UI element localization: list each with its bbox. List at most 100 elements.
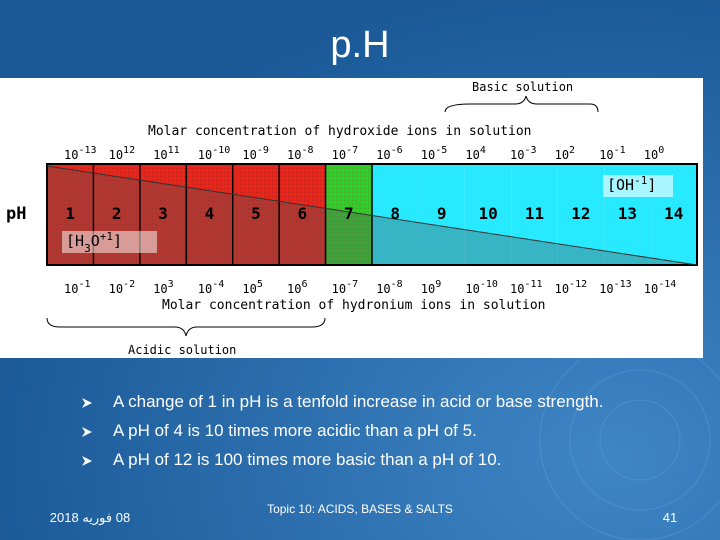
ph-value: 7: [344, 204, 354, 223]
power-base: 10: [153, 148, 167, 162]
ph-cell: [464, 164, 512, 265]
hydronium-power: 10-2: [109, 279, 136, 296]
power-exponent: 2: [569, 145, 575, 156]
power-base: 10: [510, 148, 524, 162]
hydronium-power: 106: [287, 279, 307, 296]
power-base: 10: [555, 282, 569, 296]
ph-value: 5: [251, 204, 261, 223]
hydronium-label: [H3O+1]: [66, 230, 122, 255]
ph-value: 12: [571, 204, 590, 223]
power-base: 10: [287, 148, 301, 162]
ph-value: 1: [65, 204, 75, 223]
power-base: 10: [242, 282, 256, 296]
ph-cell: [557, 164, 605, 265]
ph-value: 6: [298, 204, 308, 223]
power-exponent: -6: [391, 145, 403, 156]
hydronium-power: 10-4: [198, 279, 225, 296]
hydronium-label-box: [62, 231, 157, 253]
ion-part: [H: [66, 232, 84, 250]
ph-value: 3: [158, 204, 168, 223]
ph-value: 10: [478, 204, 497, 223]
hydroxide-power: 10-5: [421, 145, 448, 162]
bar-outline: [46, 163, 698, 266]
cell-texture: [232, 164, 280, 265]
bullet-text: A pH of 4 is 10 times more acidic than a…: [113, 421, 477, 440]
power-exponent: -9: [257, 145, 269, 156]
hydronium-power: 10-10: [465, 279, 498, 296]
power-exponent: -8: [301, 145, 313, 156]
hydroxide-power: 10-8: [287, 145, 314, 162]
power-exponent: -10: [480, 279, 498, 290]
ion-part: O: [91, 232, 100, 250]
ph-value: 4: [205, 204, 215, 223]
power-base: 10: [644, 148, 658, 162]
bullet-marker: [82, 427, 92, 437]
power-exponent: -13: [78, 145, 96, 156]
hydroxide-power: 10-3: [510, 145, 537, 162]
hydroxide-power: 10-6: [376, 145, 403, 162]
ph-value: 2: [112, 204, 122, 223]
hydroxide-power: 10-7: [332, 145, 359, 162]
ion-part: +1: [100, 230, 113, 243]
power-exponent: -11: [524, 279, 542, 290]
ph-label: pH: [6, 204, 26, 224]
power-exponent: -5: [435, 145, 447, 156]
basic-label: Basic solution: [472, 80, 573, 94]
hydroxide-power: 10-9: [242, 145, 269, 162]
footer-page: 41: [663, 510, 677, 525]
power-base: 10: [465, 148, 479, 162]
power-base: 10: [599, 148, 613, 162]
power-exponent: -7: [346, 279, 358, 290]
footer-topic: Topic 10: ACIDS, BASES & SALTS: [267, 502, 453, 516]
power-exponent: -2: [123, 279, 135, 290]
power-base: 10: [109, 282, 123, 296]
bullet-text: A pH of 12 is 100 times more basic than …: [113, 450, 501, 469]
power-base: 10: [242, 148, 256, 162]
power-base: 10: [421, 148, 435, 162]
diagonal: [46, 165, 698, 266]
bullet-marker: [82, 398, 92, 408]
ion-part: 3: [84, 242, 91, 255]
power-exponent: -7: [346, 145, 358, 156]
power-exponent: 3: [168, 279, 174, 290]
ph-value: 9: [437, 204, 447, 223]
acidic-label: Acidic solution: [128, 343, 236, 357]
power-exponent: -14: [658, 279, 676, 290]
power-base: 10: [198, 282, 212, 296]
hydronium-power: 10-8: [376, 279, 403, 296]
power-exponent: 6: [301, 279, 307, 290]
power-base: 10: [376, 148, 390, 162]
hydroxide-caption: Molar concentration of hydroxide ions in…: [148, 124, 532, 139]
cell-texture: [186, 164, 233, 265]
power-base: 10: [153, 282, 167, 296]
power-base: 10: [287, 282, 301, 296]
power-exponent: -1: [614, 145, 626, 156]
power-base: 10: [64, 282, 78, 296]
hydroxide-power: 1012: [109, 145, 136, 162]
slide-title: p.H: [330, 24, 389, 66]
hydronium-caption: Molar concentration of hydronium ions in…: [162, 298, 546, 313]
power-base: 10: [332, 282, 346, 296]
ph-value: 14: [664, 204, 683, 223]
cell-texture: [279, 164, 326, 265]
power-base: 10: [599, 282, 613, 296]
power-base: 10: [421, 282, 435, 296]
hydronium-power: 10-11: [510, 279, 543, 296]
hydroxide-label-box: [603, 175, 673, 197]
ph-cell: [511, 164, 558, 265]
bullet-text: A change of 1 in pH is a tenfold increas…: [113, 392, 603, 411]
power-base: 10: [109, 148, 123, 162]
power-exponent: 9: [435, 279, 441, 290]
hydroxide-power: 1011: [153, 145, 180, 162]
hydroxide-label: [OH-1]: [607, 174, 656, 194]
ion-part: -1: [634, 174, 647, 187]
hydroxide-power: 10-13: [64, 145, 97, 162]
hydronium-power: 10-14: [644, 279, 677, 296]
ph-value: 13: [618, 204, 637, 223]
power-base: 10: [644, 282, 658, 296]
power-exponent: 12: [123, 145, 135, 156]
power-exponent: -8: [391, 279, 403, 290]
ion-part: ]: [113, 232, 122, 250]
hydroxide-power: 102: [555, 145, 575, 162]
